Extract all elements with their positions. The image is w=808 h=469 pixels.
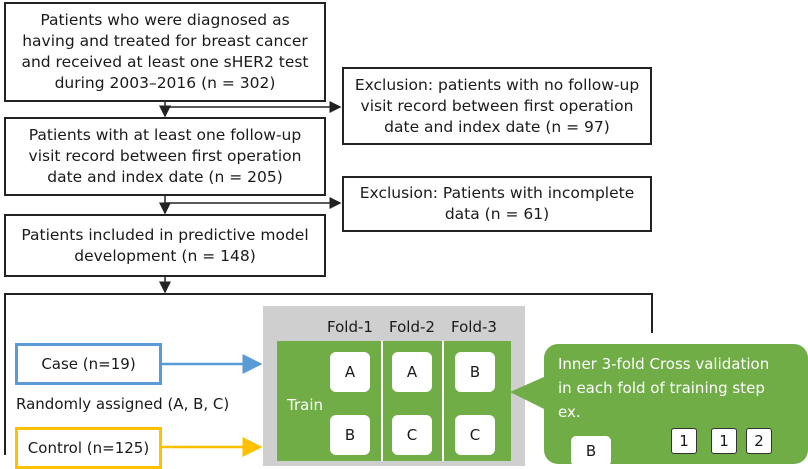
callout-pointer	[510, 376, 546, 410]
train-label: Train	[287, 396, 323, 414]
callout-num-3: 2	[746, 428, 772, 454]
case-label: Case (n=19)	[41, 355, 136, 373]
box-included: Patients included in predictive model de…	[4, 214, 326, 277]
fold-3-train-1: B	[455, 352, 495, 392]
fold-2-train-1: A	[392, 352, 432, 392]
randomly-assigned-label: Randomly assigned (A, B, C)	[16, 395, 230, 413]
box-followup: Patients with at least one follow-up vis…	[4, 117, 326, 196]
fold-2-train-2: C	[392, 415, 432, 455]
box-exclusion-1: Exclusion: patients with no follow-up vi…	[342, 67, 652, 145]
box-exclusion-2-text: Exclusion: Patients with incomplete data…	[359, 184, 635, 223]
model-frame	[4, 293, 653, 455]
fold-3-train-2: C	[455, 415, 495, 455]
fold-divider-1	[381, 341, 383, 461]
box-exclusion-2: Exclusion: Patients with incomplete data…	[342, 176, 652, 232]
box-diagnosed: Patients who were diagnosed as having an…	[4, 2, 326, 102]
box-diagnosed-text: Patients who were diagnosed as having an…	[21, 11, 309, 92]
fold-2-header: Fold-2	[389, 318, 435, 336]
callout-item-b: B	[571, 436, 611, 466]
callout-num-2: 1	[711, 428, 737, 454]
box-exclusion-1-text: Exclusion: patients with no follow-up vi…	[354, 75, 640, 136]
box-followup-text: Patients with at least one follow-up vis…	[28, 126, 302, 186]
fold-1-train-2: B	[330, 415, 370, 455]
callout-num-1: 1	[671, 428, 697, 454]
inner-cv-text: Inner 3-fold Cross validation in each fo…	[558, 355, 770, 421]
control-label: Control (n=125)	[27, 439, 150, 457]
fold-divider-2	[442, 341, 444, 461]
case-box: Case (n=19)	[15, 343, 162, 385]
fold-3-header: Fold-3	[451, 318, 497, 336]
fold-1-header: Fold-1	[327, 318, 373, 336]
fold-1-train-1: A	[330, 352, 370, 392]
box-included-text: Patients included in predictive model de…	[21, 225, 309, 265]
